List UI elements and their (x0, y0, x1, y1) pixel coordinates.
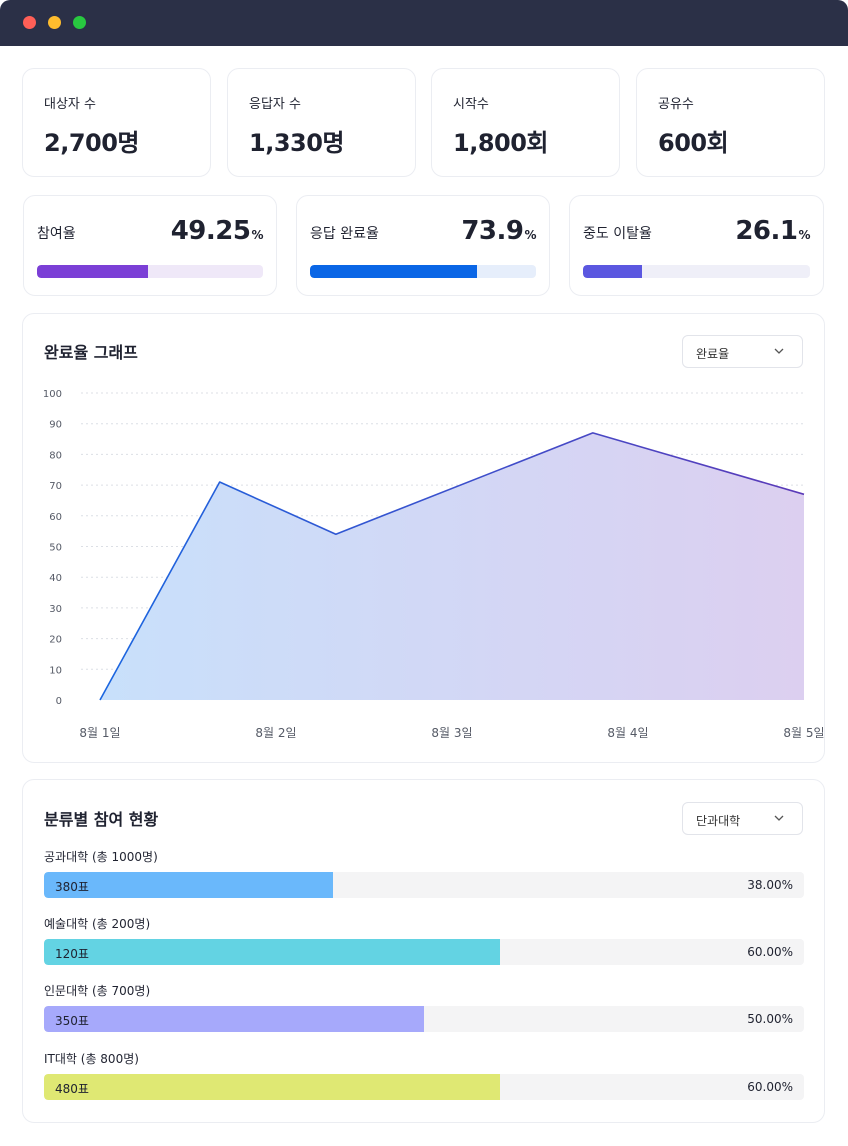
y-tick-label: 0 (56, 696, 62, 707)
progress-fill (37, 265, 149, 278)
category-bar-fill (44, 939, 500, 965)
chevron-down-icon (774, 815, 784, 821)
stat-label: 공유수 (658, 97, 694, 112)
y-tick-label: 50 (49, 543, 62, 554)
category-section-title: 분류별 참여 현황 (44, 810, 159, 829)
progress-track (583, 265, 810, 278)
category-votes: 480표 (55, 1082, 89, 1096)
chart-series (99, 432, 805, 701)
y-tick-label: 100 (43, 389, 62, 400)
stat-card-shares: 공유수 600회 (636, 68, 825, 177)
rate-label: 응답 완료율 (310, 226, 379, 242)
category-participation-card: 분류별 참여 현황 단과대학 공과대학 (총 1000명) 380표 38.00… (22, 779, 825, 1123)
progress-track (310, 265, 536, 278)
y-tick-label: 20 (49, 635, 62, 646)
chart-metric-select[interactable]: 완료율 (682, 335, 803, 368)
category-bar-fill (44, 872, 333, 898)
category-group-select[interactable]: 단과대학 (682, 802, 803, 835)
category-bar: 480표 60.00% (44, 1074, 804, 1100)
stat-card-targets: 대상자 수 2,700명 (22, 68, 211, 177)
select-value: 완료율 (696, 347, 730, 361)
x-tick-label: 8월 2일 (255, 726, 296, 740)
category-bar: 380표 38.00% (44, 872, 804, 898)
stat-value: 2,700명 (44, 129, 140, 157)
category-label: IT대학 (총 800명) (44, 1052, 139, 1066)
x-tick-label: 8월 5일 (783, 726, 824, 740)
rate-value: 26.1% (735, 216, 810, 246)
category-votes: 350표 (55, 1014, 89, 1028)
stat-value: 1,330명 (249, 129, 345, 157)
stat-card-starts: 시작수 1,800회 (431, 68, 620, 177)
category-percent: 60.00% (747, 945, 793, 959)
stat-label: 대상자 수 (44, 97, 96, 112)
rate-label: 중도 이탈율 (583, 226, 652, 242)
stat-label: 시작수 (453, 97, 489, 112)
category-percent: 50.00% (747, 1012, 793, 1026)
progress-fill (310, 265, 477, 278)
chart-series-line (99, 432, 805, 701)
category-votes: 120표 (55, 947, 89, 961)
y-tick-label: 80 (49, 450, 62, 461)
category-percent: 60.00% (747, 1080, 793, 1094)
y-tick-label: 40 (49, 573, 62, 584)
y-tick-label: 90 (49, 420, 62, 431)
rate-value: 73.9% (461, 216, 536, 246)
category-label: 예술대학 (총 200명) (44, 917, 151, 931)
stat-card-respondents: 응답자 수 1,330명 (227, 68, 416, 177)
category-label: 공과대학 (총 1000명) (44, 850, 158, 864)
window-minimize-button[interactable] (48, 16, 61, 29)
stat-value: 1,800회 (453, 129, 549, 157)
rate-value: 49.25% (170, 216, 264, 246)
chart-title: 완료율 그래프 (44, 343, 138, 362)
stat-label: 응답자 수 (249, 97, 301, 112)
x-tick-label: 8월 1일 (79, 726, 120, 740)
progress-fill (583, 265, 643, 278)
rate-card-dropout: 중도 이탈율 26.1% (569, 195, 824, 296)
category-bar-fill (44, 1006, 424, 1032)
chevron-down-icon (774, 348, 784, 354)
select-value: 단과대학 (696, 814, 741, 828)
window-titlebar (0, 0, 848, 46)
category-label: 인문대학 (총 700명) (44, 984, 151, 998)
x-tick-label: 8월 4일 (607, 726, 648, 740)
category-bar: 350표 50.00% (44, 1006, 804, 1032)
rate-card-participation: 참여율 49.25% (23, 195, 277, 296)
y-tick-label: 30 (49, 604, 62, 615)
progress-track (37, 265, 263, 278)
stat-value: 600회 (658, 129, 729, 157)
y-tick-label: 60 (49, 512, 62, 523)
category-bar: 120표 60.00% (44, 939, 804, 965)
y-tick-label: 70 (49, 481, 62, 492)
completion-chart-card: 완료율 그래프 완료율 0 10 20 30 40 50 60 70 80 90 100 8월 1일… (22, 313, 825, 763)
window-maximize-button[interactable] (73, 16, 86, 29)
category-percent: 38.00% (747, 878, 793, 892)
chart-area-fill (100, 432, 804, 700)
window-close-button[interactable] (23, 16, 36, 29)
category-bar-fill (44, 1074, 500, 1100)
y-axis-ticks: 0 10 20 30 40 50 60 70 80 90 100 (43, 389, 62, 707)
x-tick-label: 8월 3일 (431, 726, 472, 740)
y-tick-label: 10 (49, 665, 62, 676)
rate-label: 참여율 (37, 226, 76, 242)
category-votes: 380표 (55, 880, 89, 894)
x-axis-ticks: 8월 1일 8월 2일 8월 3일 8월 4일 8월 5일 (79, 726, 824, 740)
rate-card-completion: 응답 완료율 73.9% (296, 195, 550, 296)
